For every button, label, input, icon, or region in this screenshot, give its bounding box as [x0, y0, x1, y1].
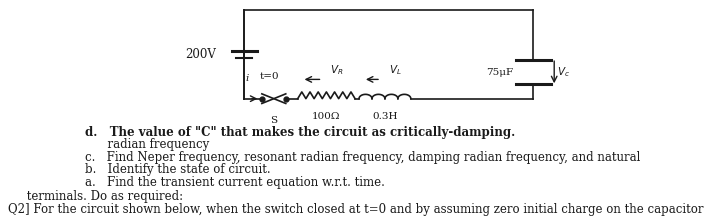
Text: 0.3H: 0.3H	[372, 112, 397, 121]
Text: $V_R$: $V_R$	[330, 64, 344, 78]
Text: 200V: 200V	[186, 48, 217, 61]
Text: i: i	[246, 74, 249, 83]
Text: $V_L$: $V_L$	[389, 64, 402, 78]
Text: 75μF: 75μF	[486, 68, 513, 77]
Text: a.   Find the transient current equation w.r.t. time.: a. Find the transient current equation w…	[85, 176, 385, 189]
Text: d.   The value of "C" that makes the circuit as critically-damping.: d. The value of "C" that makes the circu…	[85, 126, 516, 139]
Text: t=0: t=0	[260, 72, 279, 81]
Text: $V_c$: $V_c$	[557, 65, 570, 79]
Text: 100Ω: 100Ω	[312, 112, 341, 121]
Text: S: S	[270, 116, 277, 125]
Text: terminals. Do as required:: terminals. Do as required:	[8, 190, 183, 203]
Text: Q2] For the circuit shown below, when the switch closed at t=0 and by assuming z: Q2] For the circuit shown below, when th…	[8, 203, 703, 216]
Text: c.   Find Neper frequency, resonant radian frequency, damping radian frequency, : c. Find Neper frequency, resonant radian…	[85, 151, 640, 164]
Text: b.   Identify the state of circuit.: b. Identify the state of circuit.	[85, 163, 271, 176]
Text: radian frequency: radian frequency	[85, 138, 210, 151]
